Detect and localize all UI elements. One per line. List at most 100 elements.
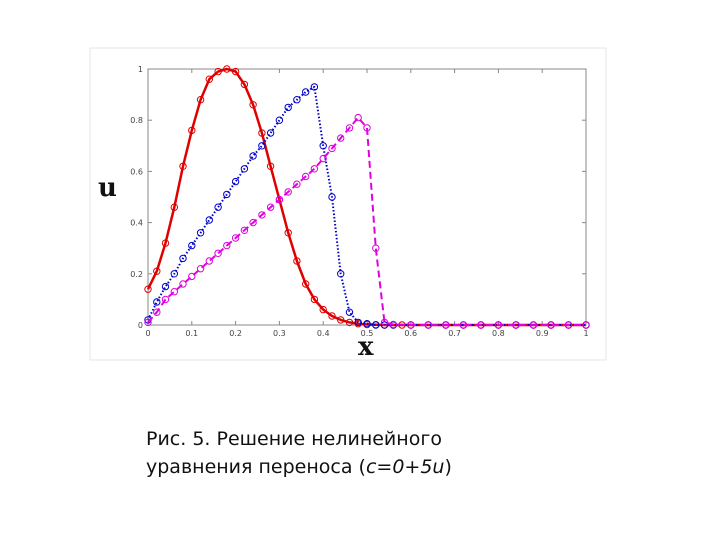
y-tick-label: 0.2 bbox=[130, 270, 143, 279]
data-point bbox=[328, 193, 336, 201]
data-point bbox=[223, 190, 231, 199]
data-point bbox=[214, 203, 222, 211]
data-point bbox=[179, 162, 187, 171]
x-tick-label: 0.3 bbox=[273, 329, 286, 338]
data-point bbox=[512, 321, 520, 329]
data-point bbox=[249, 152, 257, 160]
data-point bbox=[319, 305, 327, 314]
data-point bbox=[337, 316, 345, 324]
data-point bbox=[196, 265, 205, 273]
data-point bbox=[442, 321, 450, 329]
data-point bbox=[310, 83, 319, 91]
data-point bbox=[354, 113, 362, 122]
data-point bbox=[328, 312, 336, 320]
data-point bbox=[363, 124, 371, 132]
data-point bbox=[144, 318, 152, 327]
data-point bbox=[582, 321, 590, 329]
data-point bbox=[231, 177, 240, 186]
data-point bbox=[424, 321, 432, 329]
data-point bbox=[240, 80, 249, 89]
x-tick-label: 1 bbox=[583, 329, 588, 338]
data-point bbox=[266, 129, 275, 137]
data-point bbox=[223, 241, 231, 250]
data-point bbox=[407, 321, 415, 329]
data-point bbox=[179, 280, 187, 288]
data-point bbox=[170, 203, 179, 211]
data-point bbox=[345, 124, 354, 132]
data-point bbox=[477, 321, 485, 329]
data-point bbox=[258, 211, 266, 219]
data-point bbox=[266, 203, 275, 211]
data-point bbox=[564, 321, 573, 329]
x-tick-label: 0.9 bbox=[536, 329, 549, 338]
data-point bbox=[293, 257, 301, 265]
data-point bbox=[494, 321, 503, 329]
data-point bbox=[196, 229, 205, 237]
data-point bbox=[161, 295, 170, 304]
x-tick-label: 0.2 bbox=[229, 329, 242, 338]
data-point bbox=[249, 218, 257, 227]
series-group bbox=[144, 65, 590, 329]
x-tick-label: 0.4 bbox=[317, 329, 330, 338]
data-point bbox=[284, 103, 292, 112]
x-tick-label: 0 bbox=[145, 329, 150, 338]
data-point bbox=[188, 126, 196, 135]
data-point bbox=[249, 101, 257, 109]
data-point bbox=[266, 162, 275, 171]
caption-text: уравнения переноса ( bbox=[146, 456, 366, 478]
y-tick-label: 0.8 bbox=[130, 116, 143, 125]
data-point bbox=[363, 320, 371, 328]
data-point bbox=[240, 226, 249, 235]
x-tick-label: 0.5 bbox=[361, 329, 374, 338]
ticks: 0 0.1 0.2 0.3 0.4 0.5 0.6 0.7 0.8 0.9 1 0 0.2 0.4 0.6 0… bbox=[130, 65, 588, 338]
series-line bbox=[147, 85, 586, 326]
data-point bbox=[284, 229, 292, 237]
data-point bbox=[188, 272, 196, 281]
chart: 0 0.1 0.2 0.3 0.4 0.5 0.6 0.7 0.8 0.9 1 0 0.2 0.4 0.6 0… bbox=[89, 47, 607, 362]
data-point bbox=[231, 67, 240, 76]
data-point bbox=[161, 282, 170, 291]
y-tick-label: 1 bbox=[138, 65, 143, 74]
y-tick-label: 0 bbox=[138, 321, 143, 330]
x-tick-label: 0.8 bbox=[492, 329, 505, 338]
data-point bbox=[196, 96, 205, 104]
caption-formula: c=0+5u bbox=[365, 456, 445, 478]
data-point bbox=[529, 321, 538, 329]
caption-close: ) bbox=[444, 456, 452, 478]
data-point bbox=[337, 134, 345, 142]
data-point bbox=[284, 188, 292, 196]
x-axis-label: x bbox=[358, 332, 374, 362]
data-point bbox=[179, 254, 187, 263]
data-point bbox=[214, 249, 222, 258]
data-point bbox=[380, 318, 389, 327]
data-point bbox=[319, 154, 327, 163]
data-point bbox=[328, 144, 336, 153]
data-point bbox=[310, 165, 319, 173]
data-point bbox=[372, 321, 380, 329]
data-point bbox=[337, 270, 345, 278]
data-point bbox=[170, 288, 179, 296]
data-point bbox=[223, 65, 231, 73]
data-point bbox=[310, 295, 319, 304]
data-point bbox=[389, 320, 397, 329]
data-point bbox=[459, 321, 468, 329]
plot-frame bbox=[147, 68, 587, 326]
figure-caption: Рис. 5. Решение нелинейного уравнения пе… bbox=[146, 425, 452, 481]
data-point bbox=[319, 142, 327, 150]
y-axis-label: u bbox=[98, 173, 117, 203]
x-tick-label: 0.7 bbox=[448, 329, 461, 338]
data-point bbox=[144, 285, 152, 293]
data-point bbox=[188, 241, 196, 250]
data-point bbox=[293, 180, 301, 188]
data-point bbox=[153, 308, 161, 316]
data-point bbox=[302, 88, 310, 96]
data-point bbox=[153, 298, 161, 306]
x-tick-label: 0.1 bbox=[185, 329, 198, 338]
data-point bbox=[231, 234, 240, 242]
data-point bbox=[345, 318, 354, 327]
series-3 bbox=[144, 113, 590, 329]
caption-line-1: Рис. 5. Решение нелинейного bbox=[146, 428, 442, 450]
data-point bbox=[354, 318, 362, 327]
x-tick-label: 0.6 bbox=[404, 329, 417, 338]
caption-line-2: уравнения переноса (c=0+5u) bbox=[146, 453, 452, 481]
